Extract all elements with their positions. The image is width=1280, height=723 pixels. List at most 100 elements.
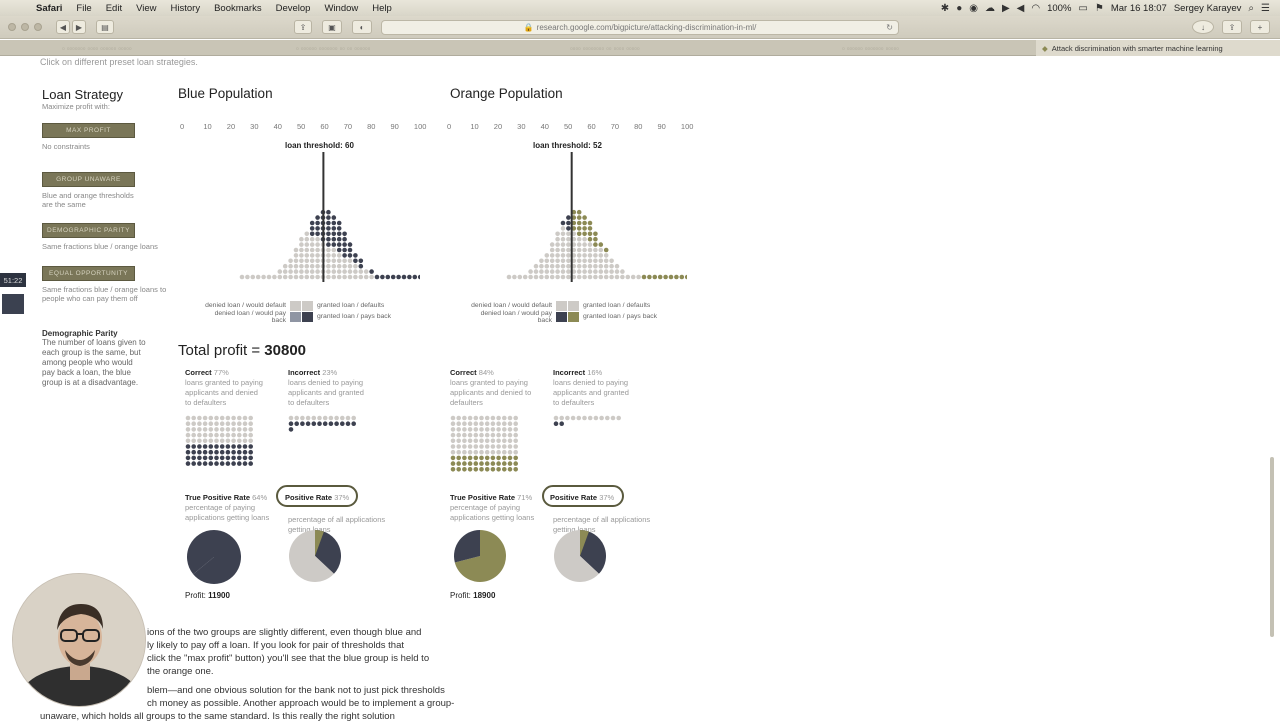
blue-distribution[interactable] — [180, 152, 420, 287]
axis-tick: 100 — [680, 122, 694, 131]
person-dot — [549, 269, 555, 274]
person-dot — [507, 467, 513, 472]
person-dot — [242, 444, 248, 449]
person-dot — [288, 274, 293, 280]
person-dot — [593, 269, 598, 274]
demographic-parity-button[interactable]: DEMOGRAPHIC PARITY — [42, 223, 135, 238]
group-unaware-button[interactable]: GROUP UNAWARE — [42, 172, 135, 187]
orange-distribution[interactable] — [447, 152, 687, 287]
person-dot — [473, 449, 479, 455]
equal-opportunity-button[interactable]: EQUAL OPPORTUNITY — [42, 266, 135, 281]
gear-icon[interactable]: ✱ — [940, 2, 950, 14]
zoom-window-button[interactable] — [34, 23, 42, 31]
share-icon[interactable]: ⇪ — [294, 20, 312, 34]
person-dot — [582, 242, 587, 247]
battery-icon[interactable]: ▭ — [1078, 2, 1088, 14]
cloud-icon[interactable]: ☁ — [984, 2, 995, 14]
tab-1[interactable]: ▫ ▫▫▫▫▫▫▫ ▫▫▫▫ ▫▫▫▫▫▫ ▫▫▫▫▫ — [62, 43, 132, 53]
sidebar-icon[interactable]: ▤ — [96, 20, 114, 34]
person-dot — [208, 427, 214, 432]
record-icon[interactable]: ● — [956, 2, 963, 14]
download-icon[interactable]: ↓ — [1192, 20, 1214, 34]
person-dot — [309, 247, 315, 253]
person-dot — [202, 455, 208, 461]
battery-percent[interactable]: 100% — [1047, 2, 1072, 14]
person-dot — [467, 415, 473, 421]
person-dot — [225, 444, 231, 449]
person-dot — [513, 455, 518, 461]
person-dot — [555, 231, 560, 237]
share-button[interactable]: ⇪ — [1222, 20, 1242, 34]
volume-icon[interactable]: ◀ — [1016, 2, 1025, 14]
reload-icon[interactable]: ↻ — [886, 23, 893, 32]
person-dot — [328, 421, 334, 426]
list-icon[interactable]: ☰ — [1261, 2, 1270, 14]
menu-bookmarks[interactable]: Bookmarks — [214, 2, 262, 14]
clock[interactable]: Mar 16 18:07 — [1110, 2, 1167, 14]
person-dot — [225, 461, 231, 466]
scrollbar[interactable] — [1270, 457, 1274, 637]
tab-2[interactable]: ▫ ▫▫▫▫▫▫ ▫▫▫▫▫▫▫ ▫▫ ▫▫ ▫▫▫▫▫▫ — [296, 43, 371, 53]
person-dot — [566, 231, 571, 237]
person-dot — [587, 231, 593, 237]
person-dot — [326, 258, 331, 264]
menu-edit[interactable]: Edit — [105, 2, 123, 14]
person-dot — [582, 253, 587, 258]
menu-file[interactable]: File — [76, 2, 92, 14]
swatch-light — [290, 300, 301, 311]
wifi-icon[interactable]: ◠ — [1031, 2, 1041, 14]
person-dot — [513, 415, 518, 421]
play-icon[interactable]: ▶ — [1001, 2, 1010, 14]
extension-icon[interactable]: ▣ — [322, 20, 342, 34]
person-dot — [587, 247, 593, 253]
tab-active[interactable]: ◆ Attack discrimination with smarter mac… — [1036, 40, 1280, 56]
circle-icon[interactable]: ◉ — [969, 2, 978, 14]
blue-population-title: Blue Population — [178, 86, 273, 101]
person-dot — [191, 455, 196, 461]
person-dot — [479, 455, 484, 461]
person-dot — [300, 415, 305, 421]
person-dot — [248, 444, 253, 449]
user-name[interactable]: Sergey Karayev — [1173, 2, 1242, 14]
tab-favicon-icon: ◆ — [1042, 43, 1048, 53]
menu-history[interactable]: History — [170, 2, 201, 14]
active-tab-title: Attack discrimination with smarter machi… — [1051, 43, 1223, 53]
person-dot — [587, 220, 593, 226]
person-dot — [484, 455, 490, 461]
menu-help[interactable]: Help — [372, 2, 392, 14]
search-icon[interactable]: ⌕ — [1248, 2, 1255, 14]
side-widget[interactable] — [2, 294, 24, 314]
person-dot — [593, 253, 598, 258]
person-dot — [322, 421, 328, 426]
max-profit-button[interactable]: MAX PROFIT — [42, 123, 135, 138]
tab-4[interactable]: ▫ ▫▫▫▫▫▫ ▫▫▫▫▫▫▫ ▫▫▫▫▫ — [842, 43, 899, 53]
person-dot — [261, 274, 266, 280]
person-dot — [484, 449, 490, 455]
person-dot — [358, 258, 364, 264]
orange-incorrect-grid — [553, 415, 621, 426]
person-dot — [237, 438, 242, 444]
url-bar[interactable]: 🔒 research.google.com/bigpicture/attacki… — [381, 20, 899, 35]
forward-button[interactable]: ▶ — [72, 20, 86, 34]
person-dot — [560, 269, 566, 274]
person-dot — [684, 274, 687, 280]
person-dot — [248, 427, 253, 432]
minimize-window-button[interactable] — [21, 23, 29, 31]
contrast-icon[interactable]: ◐ — [352, 20, 372, 34]
menu-window[interactable]: Window — [324, 2, 359, 14]
menu-develop[interactable]: Develop — [275, 2, 311, 14]
url-text: research.google.com/bigpicture/attacking… — [536, 23, 757, 32]
person-dot — [598, 274, 604, 280]
back-button[interactable]: ◀ — [56, 20, 70, 34]
person-dot — [593, 247, 598, 253]
person-dot — [522, 274, 528, 280]
menu-app-name[interactable]: Safari — [36, 2, 63, 14]
orange-profit: Profit: 18900 — [450, 591, 496, 600]
menu-view[interactable]: View — [136, 2, 157, 14]
flag-icon[interactable]: ⚑ — [1094, 2, 1104, 14]
new-tab-button[interactable]: + — [1250, 20, 1270, 34]
legend-granted-default: granted loan / defaults — [317, 302, 385, 309]
person-dot — [315, 242, 320, 247]
tab-3[interactable]: ▫▫▫▫ ▫▫▫▫▫▫▫▫ ▫▫ ▫▫▫▫ ▫▫▫▫▫ — [570, 43, 640, 53]
close-window-button[interactable] — [8, 23, 16, 31]
